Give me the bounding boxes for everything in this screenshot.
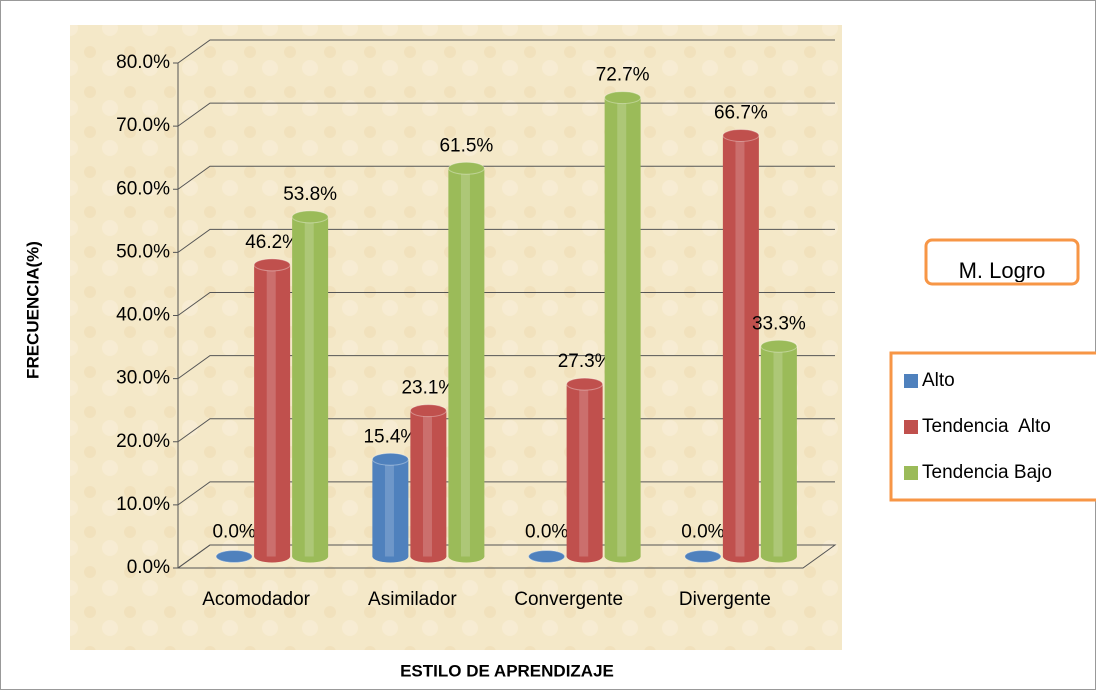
- bars: 0.0% 15.4% 0.0% 0.0% 46.2% 23.1% 27.3% 66.7% 53.…: [212, 65, 806, 563]
- bar: [253, 258, 291, 563]
- legend-items: Alto Tendencia Alto Tendencia Bajo: [904, 370, 1052, 483]
- bar-highlight: [422, 410, 432, 557]
- legend-swatch: [904, 466, 918, 480]
- y-tick-label: 50.0%: [116, 241, 170, 262]
- legend-label: Alto: [922, 370, 955, 391]
- y-tick-label: 70.0%: [116, 115, 170, 136]
- y-tick-label: 40.0%: [116, 305, 170, 326]
- value-label: 27.3%: [558, 351, 612, 372]
- bar-top: [722, 128, 760, 142]
- value-label: 23.1%: [401, 378, 455, 399]
- value-label: 15.4%: [363, 426, 417, 447]
- grid-line: [177, 39, 835, 64]
- value-label: 33.3%: [752, 313, 806, 334]
- value-label: 0.0%: [681, 522, 724, 543]
- bar-top: [447, 161, 485, 175]
- bar: [528, 550, 566, 563]
- bar-top: [760, 339, 798, 353]
- value-label: 66.7%: [714, 102, 768, 123]
- bar-body: [372, 459, 409, 557]
- value-label: 0.0%: [212, 522, 255, 543]
- y-tick-label: 10.0%: [116, 494, 170, 515]
- legend-label: Tendencia Alto: [922, 416, 1051, 437]
- bar: [684, 550, 722, 563]
- bar: [604, 91, 642, 563]
- bar-highlight: [384, 459, 394, 557]
- bar-body: [292, 216, 329, 557]
- bar-top: [215, 550, 253, 563]
- x-axis-title: ESTILO DE APRENDIZAJE: [400, 661, 614, 680]
- value-label: 46.2%: [245, 232, 299, 253]
- bar: [760, 339, 798, 563]
- y-tick-label: 80.0%: [116, 52, 170, 73]
- value-label: 72.7%: [596, 65, 650, 86]
- bar: [722, 128, 760, 563]
- legend-label: Tendencia Bajo: [922, 462, 1052, 483]
- bar: [409, 404, 447, 563]
- bar: [291, 210, 329, 563]
- bar-body: [448, 168, 485, 557]
- value-label: 61.5%: [439, 135, 493, 156]
- x-tick-label: Acomodador: [202, 589, 310, 610]
- bar-highlight: [460, 168, 470, 557]
- x-tick-label: Asimilador: [368, 589, 457, 610]
- x-tick-label: Divergente: [679, 589, 771, 610]
- y-tick-label: 20.0%: [116, 431, 170, 452]
- bar: [215, 550, 253, 563]
- bar-top: [528, 550, 566, 563]
- legend-swatch: [904, 420, 918, 434]
- bar: [566, 377, 604, 563]
- bar-top: [253, 258, 291, 272]
- bar-highlight: [304, 216, 314, 557]
- legend: [889, 351, 1096, 502]
- bar-body: [410, 410, 447, 557]
- y-axis-title: FRECUENCIA(%): [23, 241, 42, 379]
- bar-top: [371, 452, 409, 466]
- bar-top: [684, 550, 722, 563]
- value-label: 0.0%: [525, 522, 568, 543]
- bar-body: [760, 346, 797, 557]
- bar-top: [409, 404, 447, 418]
- bar-highlight: [266, 264, 276, 557]
- bar-top: [291, 210, 329, 224]
- bar-body: [566, 384, 603, 557]
- value-label: 53.8%: [283, 184, 337, 205]
- bar: [371, 452, 409, 563]
- bar-highlight: [773, 346, 783, 557]
- y-tick-label: 0.0%: [127, 557, 170, 578]
- bar-top: [566, 377, 604, 391]
- bar: [447, 161, 485, 563]
- box-label: M. Logro: [959, 258, 1046, 283]
- y-tick-label: 30.0%: [116, 368, 170, 389]
- x-tick-label: Convergente: [514, 589, 623, 610]
- legend-swatch: [904, 374, 918, 388]
- label-box: [924, 238, 1080, 286]
- bar-highlight: [735, 135, 745, 557]
- bar-body: [254, 264, 291, 557]
- bar-highlight: [579, 384, 589, 557]
- bar-highlight: [617, 97, 627, 557]
- bar-top: [604, 91, 642, 105]
- bar-body: [722, 135, 759, 557]
- y-tick-label: 60.0%: [116, 178, 170, 199]
- bar-body: [604, 97, 641, 557]
